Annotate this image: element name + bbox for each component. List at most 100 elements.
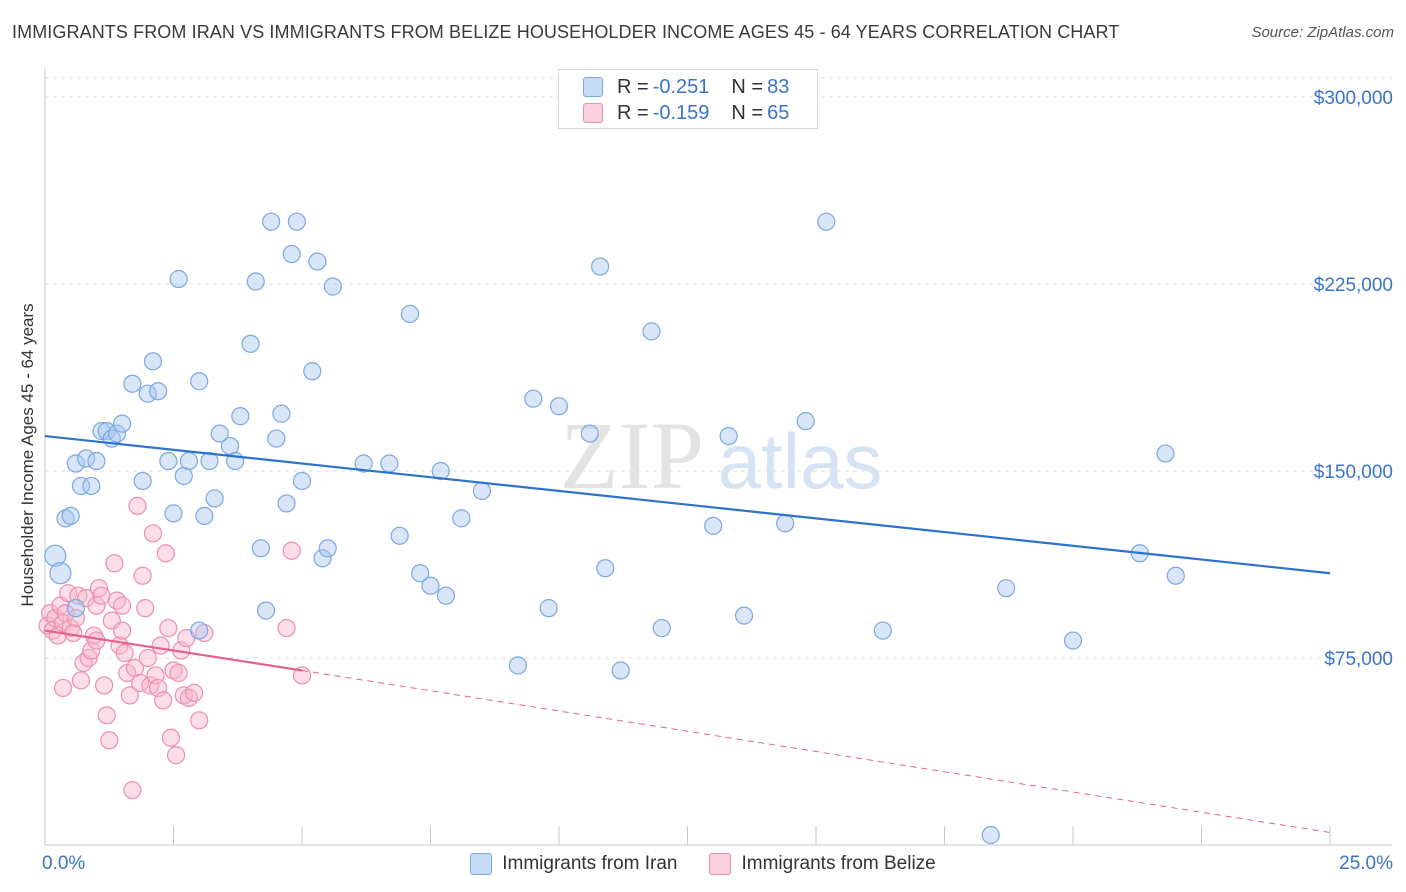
- iran-point: [179, 451, 199, 471]
- belize-point: [282, 541, 301, 560]
- iran-point: [524, 389, 543, 408]
- belize-point: [89, 579, 109, 598]
- iran-point: [313, 549, 332, 568]
- belize-point: [128, 496, 147, 516]
- iran-point: [1063, 631, 1083, 650]
- iran-point: [611, 661, 630, 680]
- iran-point: [817, 212, 836, 231]
- iran-point: [776, 514, 795, 533]
- belize-trend-line: [44, 629, 303, 672]
- belize-point: [107, 591, 127, 610]
- x-tick-label: 0.0%: [42, 853, 85, 874]
- belize-point: [179, 688, 199, 707]
- iran-point: [256, 601, 276, 620]
- belize-point: [97, 706, 116, 725]
- belize-points: [38, 496, 312, 800]
- iran-point: [66, 599, 85, 618]
- iran-point: [123, 374, 142, 393]
- iran-point: [200, 451, 219, 471]
- r-value: -0.251: [652, 75, 710, 98]
- iran-point: [400, 304, 420, 324]
- belize-point: [138, 648, 157, 668]
- iran-point: [231, 407, 250, 426]
- iran-point: [205, 489, 224, 508]
- iran-point: [704, 516, 723, 535]
- belize-point: [161, 728, 181, 747]
- watermark-zip: ZIP: [560, 402, 704, 509]
- iran-point: [210, 424, 229, 443]
- iran-point: [107, 424, 127, 443]
- belize-point: [79, 648, 98, 668]
- belize-point: [100, 731, 119, 750]
- iran-point: [262, 212, 281, 231]
- iran-point: [159, 451, 178, 471]
- belize-point: [66, 609, 85, 628]
- belize-point: [53, 678, 73, 698]
- iran-point: [411, 564, 430, 583]
- watermark-atlas: atlas: [718, 417, 883, 505]
- iran-point: [44, 544, 67, 567]
- belize-swatch: [583, 103, 603, 123]
- legend-item-belize[interactable]: Immigrants from Belize: [709, 853, 936, 875]
- belize-point: [143, 524, 163, 543]
- legend-label-belize: Immigrants from Belize: [741, 853, 936, 874]
- iran-point: [580, 424, 599, 443]
- iran-point: [1166, 566, 1185, 585]
- r-label: R =: [617, 75, 649, 98]
- tick-labels: $75,000 $150,000 $225,000 $300,000 0.0% 25.0%: [42, 88, 1393, 874]
- iran-swatch: [470, 853, 493, 875]
- iran-point: [272, 404, 291, 423]
- iran-point: [431, 461, 450, 481]
- iran-point: [981, 825, 1000, 845]
- iran-swatch: [583, 77, 603, 97]
- iran-point: [82, 476, 101, 496]
- correlation-legend: R = -0.251 N = 83 R = -0.159 N = 65: [558, 69, 818, 129]
- iran-point: [390, 526, 409, 545]
- y-tick-label: $225,000: [1314, 275, 1393, 296]
- belize-point: [184, 683, 204, 703]
- iran-point: [591, 257, 610, 276]
- iran-point: [287, 212, 306, 231]
- iran-point: [873, 621, 892, 640]
- belize-point: [71, 671, 91, 690]
- iran-point: [143, 352, 163, 371]
- iran-point: [66, 454, 85, 473]
- iran-point: [71, 476, 91, 496]
- iran-point: [354, 454, 373, 473]
- legend-label-iran: Immigrants from Iran: [502, 853, 678, 874]
- chart-title: IMMIGRANTS FROM IRAN VS IMMIGRANTS FROM …: [12, 22, 1120, 42]
- belize-point: [105, 554, 124, 573]
- iran-point: [148, 382, 168, 401]
- iran-point: [997, 579, 1016, 598]
- iran-point: [549, 397, 569, 416]
- iran-point: [596, 559, 615, 578]
- belize-point: [166, 746, 186, 765]
- n-label: N =: [731, 101, 764, 124]
- trend-lines: [44, 434, 1331, 834]
- iran-point: [277, 494, 296, 513]
- n-value: 65: [767, 101, 790, 124]
- iran-point: [246, 272, 265, 291]
- belize-point: [154, 691, 173, 710]
- iran-point: [190, 621, 209, 640]
- iran-point: [251, 539, 270, 558]
- y-axis-label: Householder Income Ages 45 - 64 years: [18, 303, 37, 606]
- watermark: ZIP atlas: [560, 402, 882, 509]
- iran-point: [308, 252, 327, 271]
- iran-point: [796, 412, 815, 431]
- iran-point: [267, 429, 286, 448]
- legend-item-iran[interactable]: Immigrants from Iran: [470, 853, 677, 875]
- iran-point: [92, 422, 111, 441]
- belize-point: [136, 599, 155, 618]
- iran-point: [1156, 444, 1175, 463]
- r-value: -0.159: [652, 101, 710, 124]
- y-tick-label: $75,000: [1324, 649, 1393, 670]
- belize-point: [133, 566, 152, 585]
- grid-lines: [45, 77, 1392, 659]
- iran-point: [87, 451, 106, 471]
- n-label: N =: [731, 75, 764, 98]
- iran-point: [112, 414, 132, 433]
- iran-point: [642, 322, 661, 341]
- legend-row-iran: R = -0.251 N = 83: [583, 75, 789, 99]
